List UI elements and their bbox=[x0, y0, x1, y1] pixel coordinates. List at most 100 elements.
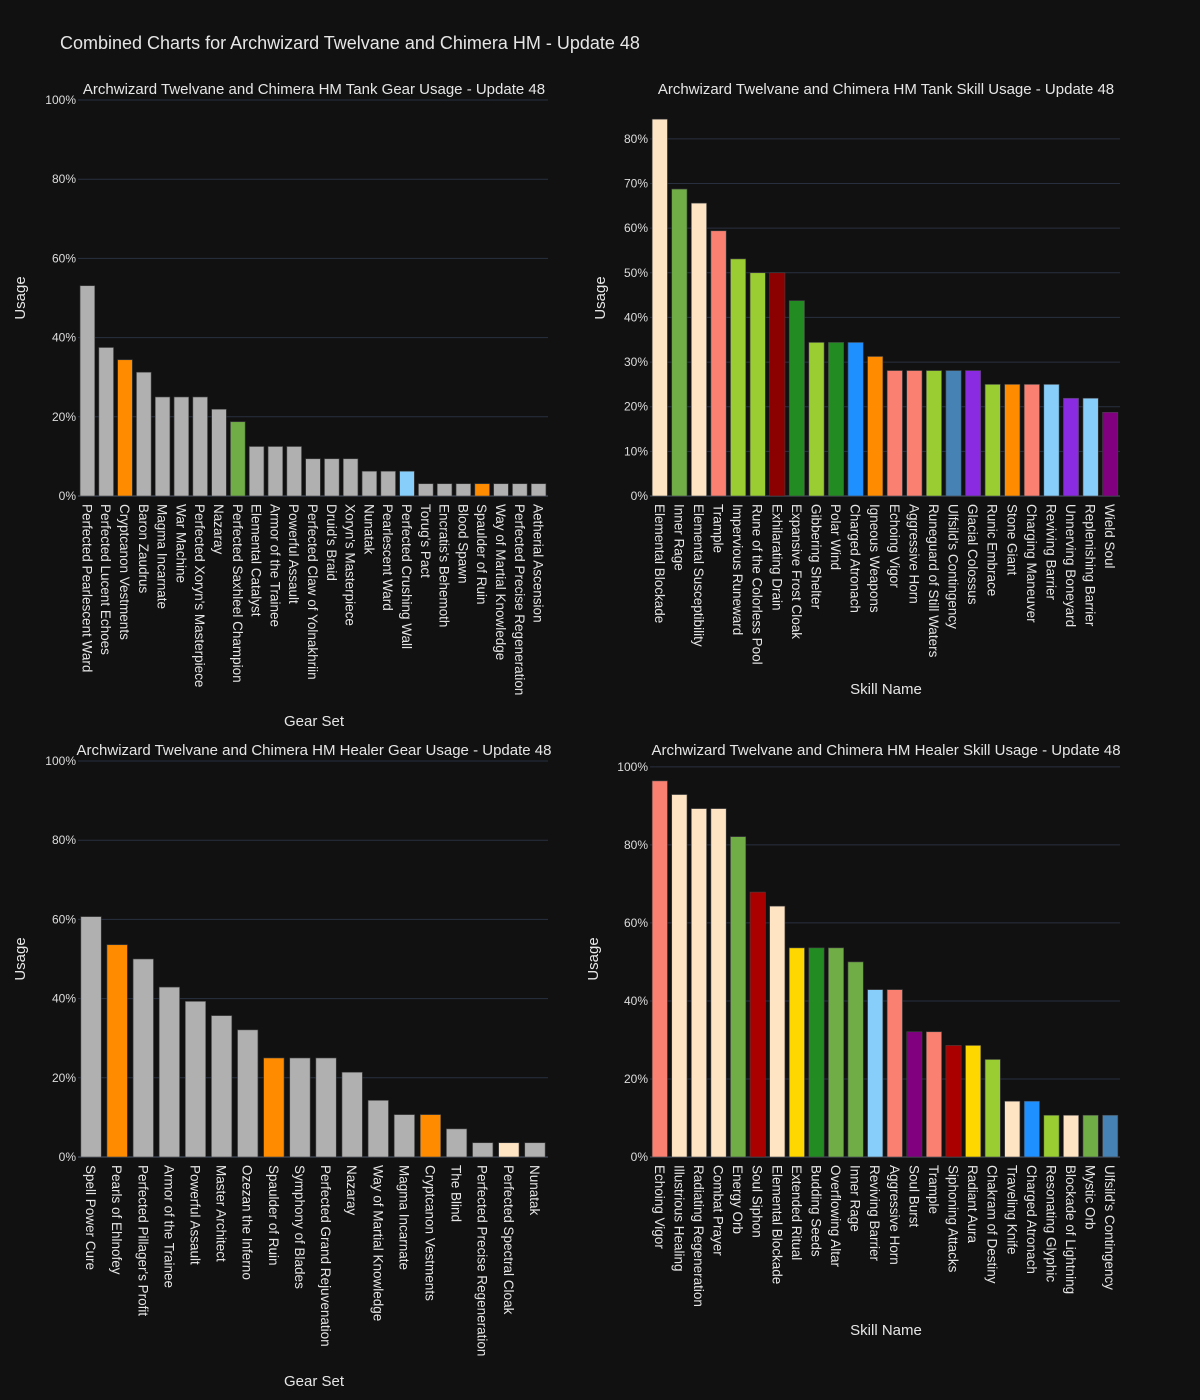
y-tick-label: 20% bbox=[624, 400, 648, 414]
bar bbox=[1082, 1114, 1099, 1158]
x-tick-label: Nazaray bbox=[344, 1165, 359, 1216]
y-tick-label: 60% bbox=[52, 912, 76, 926]
y-tick-label: 100% bbox=[617, 760, 648, 774]
y-tick-label: 20% bbox=[624, 1072, 648, 1086]
x-tick-label: Aggressive Horn bbox=[887, 1165, 902, 1265]
x-tick-label: Nunatak bbox=[361, 504, 376, 555]
bar bbox=[315, 1057, 337, 1158]
x-tick-label: Spell Power Cure bbox=[83, 1165, 98, 1270]
bar bbox=[289, 1057, 311, 1158]
y-tick-label: 50% bbox=[624, 266, 648, 280]
bar bbox=[342, 458, 359, 497]
bar bbox=[730, 258, 747, 497]
x-tick-label: Echoing Vigor bbox=[887, 504, 902, 588]
bar bbox=[886, 370, 903, 497]
bar bbox=[136, 371, 152, 497]
x-tick-label: Igneous Weapons bbox=[867, 504, 882, 613]
y-tick-label: 100% bbox=[45, 754, 76, 768]
x-tick-label: Pearls of Ehlnofey bbox=[109, 1165, 124, 1275]
tank-gear-chart: Archwizard Twelvane and Chimera HM Tank … bbox=[12, 81, 548, 730]
x-tick-label: Pearlescent Ward bbox=[380, 504, 395, 611]
y-axis-title: Usage bbox=[12, 937, 29, 980]
x-tick-label: Elemental Blockade bbox=[652, 504, 667, 623]
x-tick-label: Runic Embrace bbox=[985, 504, 1000, 596]
x-tick-label: Ulfsild's Contingency bbox=[1102, 1165, 1117, 1290]
x-tick-label: Wield Soul bbox=[1102, 504, 1117, 569]
x-tick-label: Reviving Barrier bbox=[867, 1165, 882, 1262]
y-tick-label: 40% bbox=[624, 310, 648, 324]
bar bbox=[98, 347, 114, 497]
y-tick-label: 60% bbox=[624, 221, 648, 235]
x-tick-label: Charged Atronach bbox=[848, 504, 863, 613]
x-tick-label: Replenishing Barrier bbox=[1083, 504, 1098, 627]
y-tick-label: 70% bbox=[624, 176, 648, 190]
bar bbox=[730, 836, 747, 1158]
bar bbox=[808, 947, 825, 1158]
y-tick-label: 20% bbox=[52, 410, 76, 424]
x-tick-label: Trample bbox=[926, 1165, 941, 1214]
bar bbox=[788, 947, 805, 1158]
x-tick-label: Perfected Spectral Cloak bbox=[501, 1165, 516, 1315]
bar bbox=[361, 470, 378, 497]
x-tick-label: Elemental Blockade bbox=[769, 1165, 784, 1284]
x-tick-label: Overflowing Altar bbox=[828, 1165, 843, 1268]
x-axis-title: Gear Set bbox=[284, 1373, 345, 1390]
bar bbox=[80, 916, 102, 1158]
x-tick-label: Unnerving Boneyard bbox=[1063, 504, 1078, 627]
y-tick-label: 20% bbox=[52, 1071, 76, 1085]
healer-skill-chart: Archwizard Twelvane and Chimera HM Heale… bbox=[585, 742, 1121, 1339]
x-tick-label: Budding Seeds bbox=[808, 1165, 823, 1257]
x-tick-label: Perfected Precise Regeneration bbox=[475, 1165, 490, 1356]
bar bbox=[788, 300, 805, 497]
y-axis-title: Usage bbox=[592, 276, 609, 319]
x-tick-label: Aetherial Ascension bbox=[531, 504, 546, 623]
x-tick-label: The Blind bbox=[449, 1165, 464, 1222]
bar bbox=[691, 202, 707, 497]
bar bbox=[945, 370, 962, 497]
bar bbox=[267, 446, 284, 497]
y-tick-label: 0% bbox=[59, 1150, 77, 1164]
bar bbox=[393, 1114, 415, 1158]
y-tick-label: 100% bbox=[45, 93, 76, 107]
bar bbox=[185, 1001, 206, 1158]
x-tick-label: Perfected Precise Regeneration bbox=[512, 504, 527, 695]
y-tick-label: 40% bbox=[624, 994, 648, 1008]
x-tick-label: Reviving Barrier bbox=[1043, 504, 1058, 601]
y-tick-label: 30% bbox=[624, 355, 648, 369]
x-tick-label: Nunatak bbox=[527, 1165, 542, 1216]
bar bbox=[512, 483, 528, 497]
x-tick-label: Rune of the Colorless Pool bbox=[750, 504, 765, 665]
x-tick-label: Charged Atronach bbox=[1024, 1165, 1039, 1274]
bar bbox=[455, 483, 472, 497]
bar bbox=[1043, 1114, 1060, 1158]
chart-title: Archwizard Twelvane and Chimera HM Heale… bbox=[651, 742, 1120, 759]
x-tick-label: War Machine bbox=[173, 504, 188, 583]
x-tick-label: Extended Ritual bbox=[789, 1165, 804, 1260]
x-tick-label: Impervious Runeward bbox=[730, 504, 745, 635]
bar bbox=[867, 989, 884, 1158]
healer-gear-chart: Archwizard Twelvane and Chimera HM Heale… bbox=[12, 742, 551, 1390]
bar bbox=[1102, 411, 1119, 497]
bar bbox=[524, 1142, 546, 1158]
bar bbox=[651, 118, 668, 497]
x-tick-label: Charging Maneuver bbox=[1024, 504, 1039, 623]
bar bbox=[710, 808, 727, 1158]
x-tick-label: Perfected Pearlescent Ward bbox=[79, 504, 94, 672]
y-tick-label: 60% bbox=[624, 916, 648, 930]
x-tick-label: Radiant Aura bbox=[965, 1165, 980, 1244]
bar bbox=[324, 458, 340, 497]
x-tick-label: Ulfsild's Contingency bbox=[946, 504, 961, 629]
bar bbox=[651, 780, 668, 1158]
x-tick-label: Inner Rage bbox=[848, 1165, 863, 1232]
bar bbox=[1004, 1100, 1021, 1158]
x-tick-label: Illustrious Healing bbox=[671, 1165, 686, 1272]
bar bbox=[965, 1045, 982, 1158]
bar bbox=[1102, 1114, 1119, 1158]
chart-title: Archwizard Twelvane and Chimera HM Tank … bbox=[658, 81, 1114, 98]
x-tick-label: Perfected Saxhleel Champion bbox=[230, 504, 245, 683]
x-tick-label: Blockade of Lightning bbox=[1063, 1165, 1078, 1294]
y-tick-label: 0% bbox=[631, 489, 649, 503]
x-tick-label: Cryptcanon Vestments bbox=[117, 504, 132, 640]
x-tick-label: Echoing Vigor bbox=[652, 1165, 667, 1249]
y-tick-label: 0% bbox=[631, 1150, 649, 1164]
